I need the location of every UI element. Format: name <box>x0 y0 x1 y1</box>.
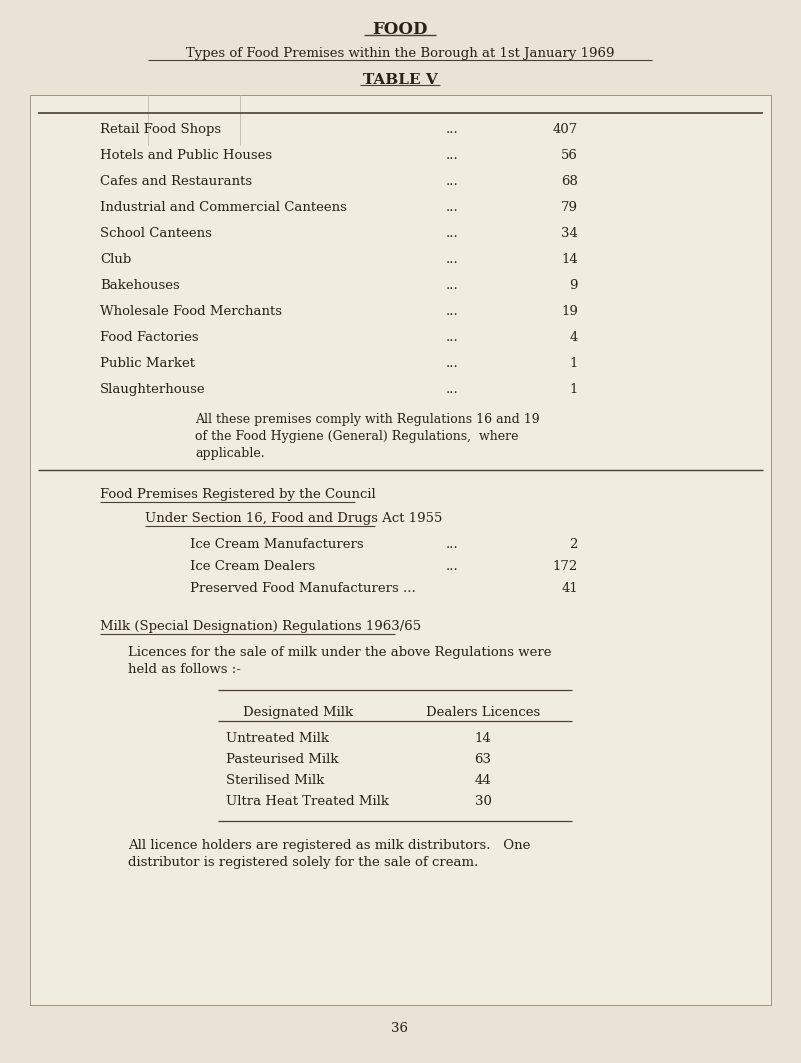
Text: ...: ... <box>445 357 458 370</box>
Text: ...: ... <box>445 305 458 318</box>
Text: Ultra Heat Treated Milk: Ultra Heat Treated Milk <box>226 795 389 808</box>
Text: Sterilised Milk: Sterilised Milk <box>226 774 324 787</box>
Text: Food Factories: Food Factories <box>100 331 199 344</box>
Text: Untreated Milk: Untreated Milk <box>226 732 329 745</box>
Text: 2: 2 <box>570 538 578 551</box>
Text: ...: ... <box>445 538 458 551</box>
Text: Hotels and Public Houses: Hotels and Public Houses <box>100 149 272 162</box>
Text: ...: ... <box>445 201 458 214</box>
Text: Pasteurised Milk: Pasteurised Milk <box>226 753 339 766</box>
Text: 4: 4 <box>570 331 578 344</box>
Text: Types of Food Premises within the Borough at 1st January 1969: Types of Food Premises within the Boroug… <box>186 47 614 60</box>
Text: Ice Cream Dealers: Ice Cream Dealers <box>190 560 316 573</box>
Text: Dealers Licences: Dealers Licences <box>426 706 540 719</box>
Text: 30: 30 <box>474 795 492 808</box>
Text: 63: 63 <box>474 753 492 766</box>
Text: ...: ... <box>445 383 458 396</box>
Text: distributor is registered solely for the sale of cream.: distributor is registered solely for the… <box>128 856 478 868</box>
Text: Milk (Special Designation) Regulations 1963/65: Milk (Special Designation) Regulations 1… <box>100 620 421 632</box>
Text: All these premises comply with Regulations 16 and 19: All these premises comply with Regulatio… <box>195 414 540 426</box>
Text: Ice Cream Manufacturers: Ice Cream Manufacturers <box>190 538 364 551</box>
Text: 1: 1 <box>570 357 578 370</box>
Text: ...: ... <box>445 279 458 292</box>
FancyBboxPatch shape <box>30 95 771 1005</box>
Text: 44: 44 <box>475 774 491 787</box>
Text: Retail Food Shops: Retail Food Shops <box>100 123 221 136</box>
Text: applicable.: applicable. <box>195 448 264 460</box>
Text: 41: 41 <box>562 583 578 595</box>
Text: 56: 56 <box>562 149 578 162</box>
Text: 19: 19 <box>562 305 578 318</box>
Text: Under Section 16, Food and Drugs Act 1955: Under Section 16, Food and Drugs Act 195… <box>145 512 442 525</box>
Text: 36: 36 <box>392 1022 409 1035</box>
Text: ...: ... <box>445 560 458 573</box>
Text: Licences for the sale of milk under the above Regulations were: Licences for the sale of milk under the … <box>128 646 552 659</box>
Text: of the Food Hygiene (General) Regulations,  where: of the Food Hygiene (General) Regulation… <box>195 431 518 443</box>
Text: ...: ... <box>445 149 458 162</box>
Text: Industrial and Commercial Canteens: Industrial and Commercial Canteens <box>100 201 347 214</box>
Text: School Canteens: School Canteens <box>100 227 212 240</box>
Text: 1: 1 <box>570 383 578 396</box>
Text: Preserved Food Manufacturers ...: Preserved Food Manufacturers ... <box>190 583 416 595</box>
Text: 9: 9 <box>570 279 578 292</box>
Text: FOOD: FOOD <box>372 21 428 38</box>
Text: 172: 172 <box>553 560 578 573</box>
Text: TABLE V: TABLE V <box>363 73 437 87</box>
Text: 14: 14 <box>562 253 578 266</box>
Text: All licence holders are registered as milk distributors.   One: All licence holders are registered as mi… <box>128 839 530 853</box>
Text: ...: ... <box>445 331 458 344</box>
Text: ...: ... <box>445 227 458 240</box>
Text: Slaughterhouse: Slaughterhouse <box>100 383 206 396</box>
Text: Wholesale Food Merchants: Wholesale Food Merchants <box>100 305 282 318</box>
Text: Food Premises Registered by the Council: Food Premises Registered by the Council <box>100 488 376 501</box>
Text: Cafes and Restaurants: Cafes and Restaurants <box>100 175 252 188</box>
Text: 68: 68 <box>562 175 578 188</box>
Text: ...: ... <box>445 123 458 136</box>
Text: Designated Milk: Designated Milk <box>243 706 353 719</box>
Text: 407: 407 <box>553 123 578 136</box>
Text: Bakehouses: Bakehouses <box>100 279 179 292</box>
Text: 34: 34 <box>562 227 578 240</box>
Text: 14: 14 <box>475 732 491 745</box>
Text: 79: 79 <box>561 201 578 214</box>
Text: ...: ... <box>445 253 458 266</box>
Text: Club: Club <box>100 253 131 266</box>
Text: Public Market: Public Market <box>100 357 195 370</box>
Text: ...: ... <box>445 175 458 188</box>
Text: held as follows :-: held as follows :- <box>128 663 241 676</box>
